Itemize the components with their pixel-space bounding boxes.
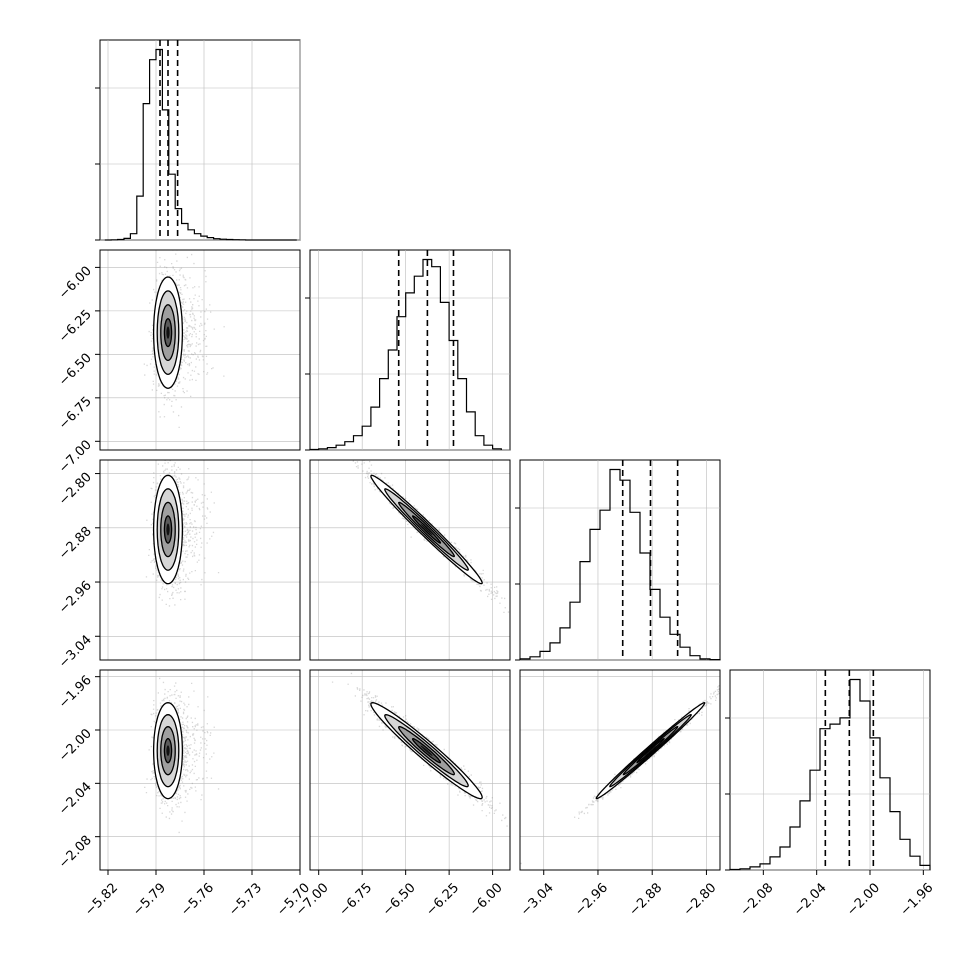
panel-frame [519, 669, 721, 871]
y-tick-label: −6.75 [56, 394, 95, 433]
x-tick-label: −5.82 [82, 880, 121, 919]
scatter-panel-1-3 [309, 669, 511, 871]
x-tick-label: −2.04 [791, 880, 830, 919]
density-core [166, 523, 170, 536]
hist-frame [309, 249, 511, 451]
hist-step-line [104, 48, 297, 241]
y-tick-label: −2.08 [56, 833, 95, 872]
contour-line [163, 738, 173, 764]
contour-line [636, 738, 665, 764]
hist-step-line [519, 468, 721, 661]
panel-frame [99, 249, 301, 451]
scatter-panel-0-2 [99, 459, 301, 661]
y-tick-label: −7.00 [56, 438, 95, 477]
contour-line [163, 515, 173, 544]
scatter-panel-0-1 [99, 249, 301, 451]
panel-frame [99, 669, 301, 871]
density-core [420, 745, 433, 756]
y-tick-label: −2.96 [56, 578, 95, 617]
y-tick-label: −2.04 [56, 780, 95, 819]
panel-frame [99, 459, 301, 661]
y-tick-label: −2.00 [56, 726, 95, 765]
contour-line [156, 714, 180, 788]
panel-content [143, 250, 225, 428]
contour-line [411, 515, 442, 544]
y-tick-label: −2.80 [56, 470, 95, 509]
hist-panel-1 [305, 249, 511, 451]
hist-frame [99, 39, 301, 241]
contour-line [152, 474, 184, 585]
x-tick-label: −5.79 [130, 880, 169, 919]
x-tick-label: −3.04 [518, 880, 557, 919]
x-tick-label: −6.00 [467, 880, 506, 919]
contour-line [160, 726, 176, 776]
density-core [166, 745, 170, 756]
contour-line [622, 726, 679, 776]
hist-panel-2 [515, 459, 721, 661]
y-tick-label: −6.00 [56, 264, 95, 303]
panel-frame [309, 669, 511, 871]
contour-line [384, 714, 469, 788]
x-tick-label: −2.96 [572, 880, 611, 919]
contour-line [160, 304, 176, 362]
scatter-panel-1-2 [309, 459, 511, 661]
contour-line [398, 501, 455, 558]
panel-content [520, 685, 720, 865]
y-tick-label: −3.04 [56, 632, 95, 671]
x-tick-label: −2.88 [626, 880, 665, 919]
contour-line [156, 488, 180, 571]
contour-line [595, 702, 706, 800]
density-core [166, 326, 170, 339]
contour-line [411, 738, 442, 764]
x-tick-label: −6.25 [423, 880, 462, 919]
x-tick-label: −1.96 [898, 880, 937, 919]
x-tick-label: −2.80 [681, 880, 720, 919]
panels-layer [95, 39, 931, 875]
density-core [644, 745, 657, 756]
contour-line [156, 290, 180, 375]
contour-line [384, 488, 469, 571]
panel-content [331, 672, 508, 827]
contour-line [370, 474, 483, 585]
hist-frame [519, 459, 721, 661]
y-tick-label: −6.25 [56, 307, 95, 346]
hist-panel-0 [95, 39, 301, 241]
contour-line [160, 501, 176, 558]
hist-step-line [729, 678, 931, 871]
panel-background [100, 460, 300, 660]
hist-frame [729, 669, 931, 871]
x-tick-label: −5.76 [178, 880, 217, 919]
x-tick-label: −5.73 [226, 880, 265, 919]
x-tick-label: −6.50 [380, 880, 419, 919]
panel-frame [309, 459, 511, 661]
panel-content [144, 677, 220, 834]
panel-background [520, 670, 720, 870]
hist-panel-3 [725, 669, 931, 871]
panel-background [310, 460, 510, 660]
contour-line [370, 702, 483, 800]
x-tick-label: −2.08 [738, 880, 777, 919]
x-tick-label: −6.75 [336, 880, 375, 919]
contour-line [163, 318, 173, 348]
panel-background [310, 670, 510, 870]
y-tick-label: −1.96 [56, 673, 95, 712]
density-core [420, 523, 433, 536]
y-tick-label: −2.88 [56, 524, 95, 563]
hist-step-line [309, 258, 502, 451]
contour-line [398, 726, 455, 776]
scatter-panel-2-3 [519, 669, 721, 871]
contour-line [609, 714, 692, 788]
y-tick-label: −6.50 [56, 351, 95, 390]
contour-line [152, 276, 184, 389]
panel-content [352, 460, 510, 613]
panel-background [100, 250, 300, 450]
scatter-panel-0-3 [99, 669, 301, 871]
x-tick-label: −2.00 [844, 880, 883, 919]
panel-background [100, 670, 300, 870]
panel-content [145, 460, 220, 607]
contour-line [152, 702, 184, 800]
